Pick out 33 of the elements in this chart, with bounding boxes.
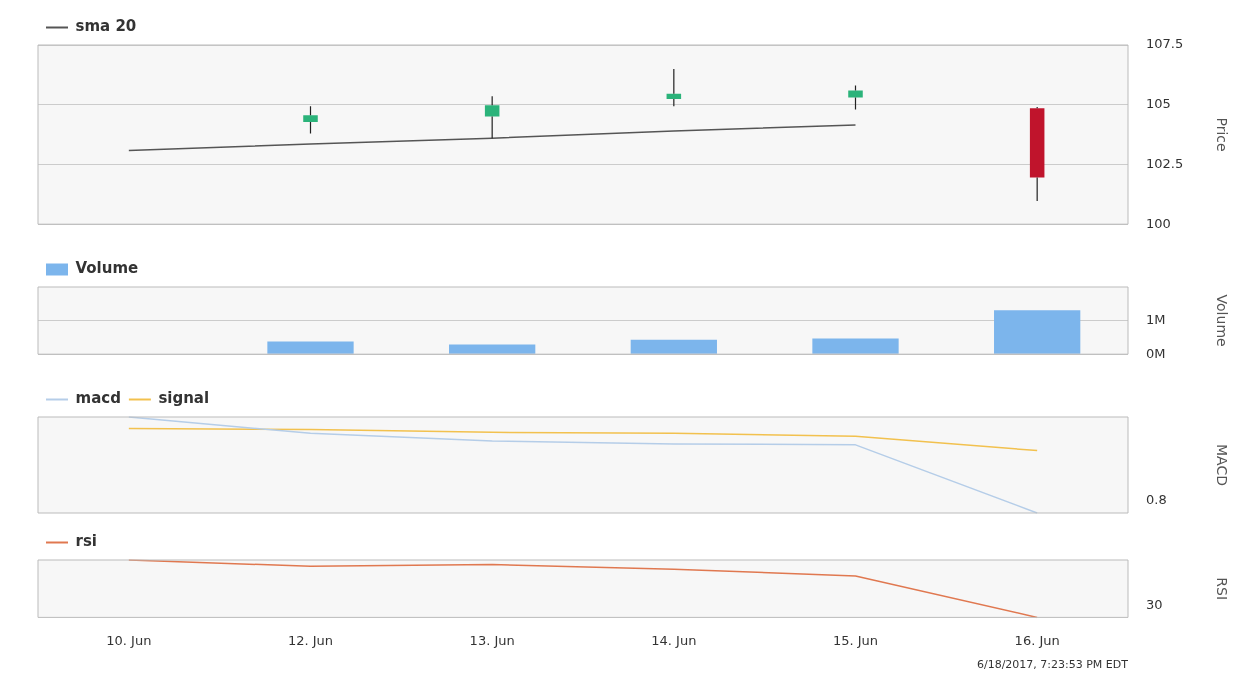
candlestick: [666, 68, 682, 107]
candlestick: [1029, 108, 1045, 202]
y-tick-label: 102.5: [1146, 155, 1184, 171]
legend-label: sma 20: [75, 17, 137, 36]
legend-label: signal: [158, 389, 210, 408]
text: 30: [1146, 596, 1163, 612]
x-tick-label: 13. Jun: [469, 632, 515, 648]
bar: [449, 344, 536, 354]
bar: [994, 310, 1081, 354]
text: 6/18/2017, 7:23:53 PM EDT: [976, 657, 1129, 671]
bar: [630, 339, 717, 354]
y-tick-label: 1M: [1146, 311, 1166, 327]
y-tick-label: 107.5: [1146, 36, 1184, 52]
bar: [267, 341, 354, 354]
y-tick-label: 100: [1146, 215, 1171, 231]
legend-label: rsi: [75, 532, 97, 551]
text: 0.8: [1146, 492, 1167, 508]
candlestick: [303, 105, 318, 135]
candlestick: [484, 95, 500, 139]
y-axis-title: RSI: [1213, 577, 1230, 601]
y-axis-title: MACD: [1213, 444, 1230, 486]
y-tick-label: 105: [1146, 96, 1171, 112]
bar: [812, 338, 899, 354]
y-tick-label: 0M: [1146, 345, 1166, 361]
legend-label: macd: [75, 389, 121, 408]
y-axis-title: Price: [1213, 117, 1230, 152]
y-axis-title: Volume: [1213, 294, 1230, 347]
x-tick-label: 12. Jun: [287, 632, 334, 648]
legend-label: Volume: [75, 259, 139, 278]
x-tick-label: 10. Jun: [106, 632, 152, 648]
x-tick-label: 15. Jun: [832, 632, 879, 648]
x-tick-label: 14. Jun: [651, 632, 697, 648]
x-tick-label: 16. Jun: [1014, 632, 1060, 648]
